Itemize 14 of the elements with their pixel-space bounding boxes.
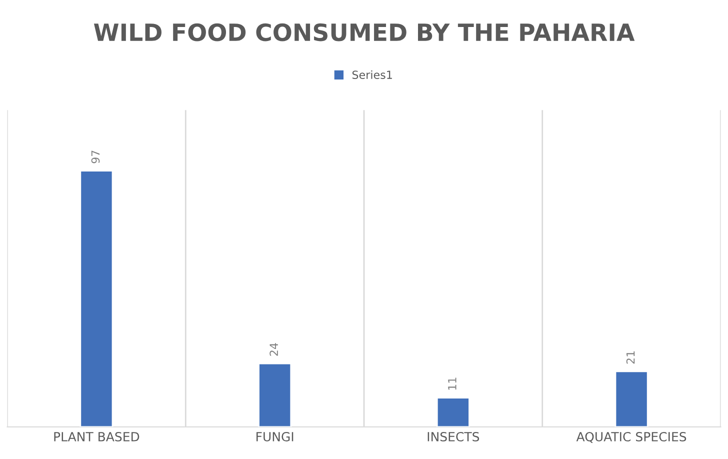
x-tick-label: AQUATIC SPECIES: [576, 432, 686, 443]
data-label: 21: [626, 351, 635, 364]
chart-title: WILD FOOD CONSUMED BY THE PAHARIA: [94, 23, 635, 42]
x-tick-label: INSECTS: [428, 432, 480, 442]
bar: [258, 362, 292, 427]
data-label: 24: [270, 343, 278, 356]
data-label: 97: [91, 150, 100, 164]
x-tick-label: PLANT BASED: [54, 432, 140, 442]
legend-label: Series1: [352, 70, 392, 80]
bar: [80, 170, 114, 427]
bar: [614, 370, 648, 427]
data-label: 11: [448, 378, 456, 390]
x-tick-label: FUNGI: [256, 432, 294, 442]
bar: [436, 397, 470, 427]
